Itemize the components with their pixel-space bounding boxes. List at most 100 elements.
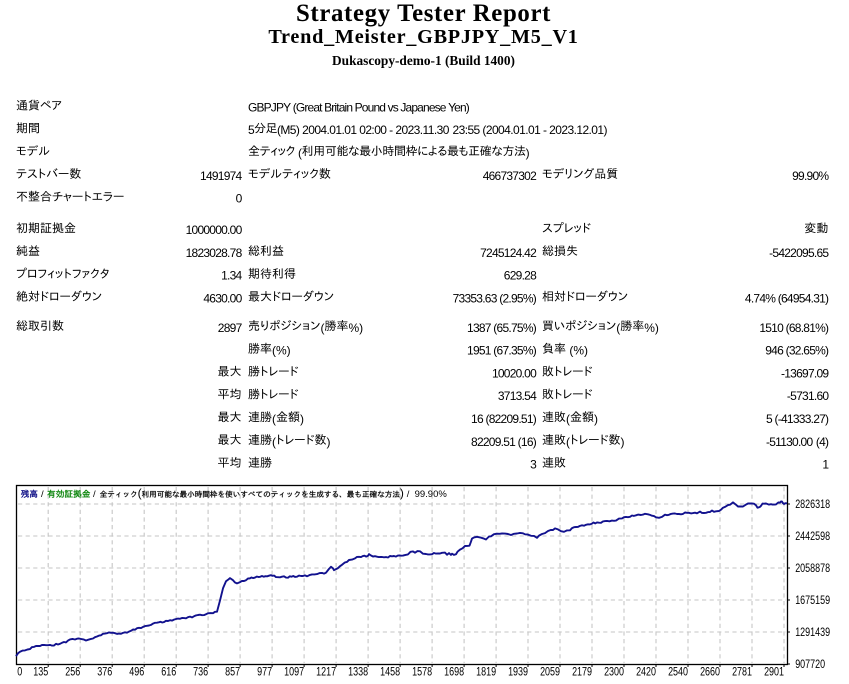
- svg-text:): ): [327, 435, 331, 449]
- svg-text:82209.51: 82209.51: [471, 435, 516, 449]
- svg-text:/: /: [407, 489, 410, 500]
- svg-text:907720: 907720: [795, 659, 825, 671]
- svg-text:466737302: 466737302: [483, 169, 537, 183]
- svg-text:0: 0: [236, 192, 243, 206]
- svg-text:376: 376: [97, 667, 112, 679]
- svg-text:(: (: [272, 412, 276, 426]
- svg-text:1823028.78: 1823028.78: [186, 246, 243, 260]
- svg-text:99.90%: 99.90%: [792, 169, 829, 183]
- svg-text:1387: 1387: [467, 321, 492, 335]
- svg-text:Strategy Tester Report: Strategy Tester Report: [296, 0, 551, 27]
- svg-text:2660: 2660: [700, 667, 720, 679]
- svg-text:): ): [400, 486, 404, 500]
- svg-text:%): %): [644, 321, 659, 335]
- svg-text:16: 16: [471, 412, 484, 426]
- svg-text:-5422095.65: -5422095.65: [769, 246, 829, 260]
- svg-text:4630.00: 4630.00: [203, 292, 242, 306]
- svg-text:1000000.00: 1000000.00: [186, 223, 243, 237]
- svg-text:(: (: [298, 146, 302, 160]
- svg-text:2901: 2901: [764, 667, 784, 679]
- svg-text:Britain: Britain: [324, 100, 352, 114]
- svg-text:7245124.42: 7245124.42: [480, 246, 537, 260]
- svg-text:2023.11.30: 2023.11.30: [395, 123, 449, 137]
- svg-text:(%): (%): [272, 344, 291, 358]
- svg-text:1951: 1951: [467, 344, 492, 358]
- svg-text:1: 1: [822, 458, 829, 472]
- svg-text:(: (: [272, 435, 276, 449]
- svg-text:5: 5: [248, 123, 255, 137]
- svg-text:2420: 2420: [636, 667, 656, 679]
- svg-text:2826318: 2826318: [795, 499, 830, 511]
- svg-text:(82209.51): (82209.51): [485, 412, 536, 426]
- svg-text:2897: 2897: [218, 321, 243, 335]
- svg-text:(: (: [616, 321, 620, 335]
- svg-text:10020.00: 10020.00: [492, 366, 537, 380]
- svg-text:1491974: 1491974: [200, 169, 243, 183]
- svg-text:2179: 2179: [572, 667, 592, 679]
- svg-text:1.34: 1.34: [221, 269, 242, 283]
- svg-text:(67.35%): (67.35%): [493, 344, 536, 358]
- svg-text:736: 736: [193, 667, 208, 679]
- svg-text:): ): [526, 146, 530, 160]
- svg-text:-13697.09: -13697.09: [781, 366, 829, 380]
- svg-text:(M5): (M5): [277, 123, 300, 137]
- svg-text:2442598: 2442598: [795, 531, 830, 543]
- svg-text:/: /: [93, 489, 96, 500]
- svg-text:(32.65%): (32.65%): [786, 344, 829, 358]
- svg-text:1698: 1698: [444, 667, 464, 679]
- svg-text:135: 135: [33, 667, 48, 679]
- svg-text:99.90%: 99.90%: [415, 489, 448, 500]
- svg-text:23:55: 23:55: [452, 123, 480, 137]
- svg-text:946: 946: [765, 344, 784, 358]
- svg-text:(: (: [320, 321, 324, 335]
- svg-text:(65.75%): (65.75%): [493, 321, 536, 335]
- svg-text:1939: 1939: [508, 667, 528, 679]
- svg-text:256: 256: [65, 667, 80, 679]
- svg-text:2300: 2300: [604, 667, 624, 679]
- svg-text:(2004.01.01: (2004.01.01: [482, 123, 541, 137]
- svg-text:(-41333.27): (-41333.27): [775, 412, 830, 426]
- svg-text:(%): (%): [569, 344, 588, 358]
- svg-text:2058878: 2058878: [795, 563, 830, 575]
- svg-text:616: 616: [161, 667, 176, 679]
- svg-text:(4): (4): [816, 435, 829, 449]
- svg-text:(16): (16): [518, 435, 537, 449]
- svg-text:-51130.00: -51130.00: [766, 435, 813, 449]
- svg-text:629.28: 629.28: [504, 269, 537, 283]
- svg-text:3713.54: 3713.54: [498, 389, 537, 403]
- svg-text:(64954.31): (64954.31): [778, 292, 829, 306]
- svg-text:02:00: 02:00: [359, 123, 387, 137]
- svg-text:(: (: [566, 435, 570, 449]
- svg-text:0: 0: [17, 667, 22, 679]
- svg-text:2540: 2540: [668, 667, 688, 679]
- svg-text:2023.12.01): 2023.12.01): [549, 123, 607, 137]
- svg-text:Yen): Yen): [448, 100, 470, 114]
- svg-text:): ): [594, 412, 598, 426]
- svg-text:Japanese: Japanese: [400, 100, 446, 114]
- svg-text:1338: 1338: [348, 667, 368, 679]
- svg-text:4.74%: 4.74%: [745, 292, 776, 306]
- svg-text:): ): [621, 435, 625, 449]
- svg-text:(68.81%): (68.81%): [786, 321, 829, 335]
- svg-text:1578: 1578: [412, 667, 432, 679]
- svg-text:(: (: [566, 412, 570, 426]
- svg-text:-: -: [543, 123, 547, 137]
- svg-text:1819: 1819: [476, 667, 496, 679]
- svg-text:GBPJPY: GBPJPY: [248, 100, 291, 114]
- svg-text:73353.63: 73353.63: [453, 292, 498, 306]
- svg-text:(Great: (Great: [293, 100, 323, 114]
- svg-text:Dukascopy-demo-1 (Build 1400): Dukascopy-demo-1 (Build 1400): [332, 53, 515, 68]
- svg-text:2004.01.01: 2004.01.01: [302, 123, 357, 137]
- svg-text:1097: 1097: [284, 667, 304, 679]
- svg-text:vs: vs: [388, 100, 399, 114]
- svg-text:2059: 2059: [540, 667, 560, 679]
- svg-text:): ): [300, 412, 304, 426]
- svg-text:977: 977: [257, 667, 272, 679]
- svg-text:(2.95%): (2.95%): [499, 292, 537, 306]
- svg-text:1458: 1458: [380, 667, 400, 679]
- svg-text:496: 496: [129, 667, 144, 679]
- svg-text:857: 857: [225, 667, 240, 679]
- svg-text:3: 3: [530, 458, 537, 472]
- svg-text:1675159: 1675159: [795, 595, 830, 607]
- svg-text:1291439: 1291439: [795, 627, 830, 639]
